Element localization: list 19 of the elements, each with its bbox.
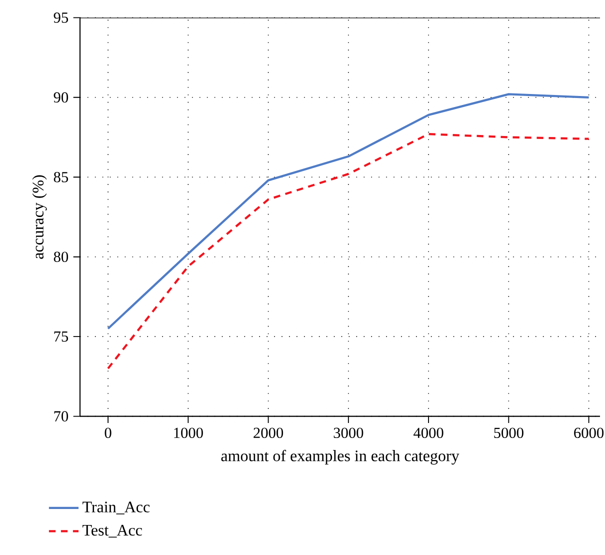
line-series	[106, 93, 590, 330]
x-tick-label: 2000	[254, 428, 284, 438]
line-series	[106, 132, 590, 370]
legend-label: Train_Acc	[82, 502, 150, 514]
x-axis-title: amount of examples in each category	[221, 450, 460, 465]
legend-label: Test_Acc	[82, 524, 142, 538]
x-tick-label: 6000	[574, 428, 604, 438]
x-tick-label: 5000	[494, 428, 524, 438]
x-tick-label: 0	[104, 428, 112, 438]
y-tick-label: 80	[54, 252, 68, 262]
y-tick-label: 90	[54, 92, 68, 103]
x-tick-label: 4000	[414, 428, 444, 438]
y-tick-label: 85	[54, 172, 68, 182]
y-tick-label: 70	[54, 411, 68, 422]
y-axis-title: accuracy (%)	[32, 175, 47, 259]
y-tick-label: 95	[54, 12, 68, 23]
x-tick-label: 1000	[174, 428, 203, 438]
x-tick-label: 3000	[334, 428, 364, 438]
y-tick-label: 75	[54, 331, 68, 342]
